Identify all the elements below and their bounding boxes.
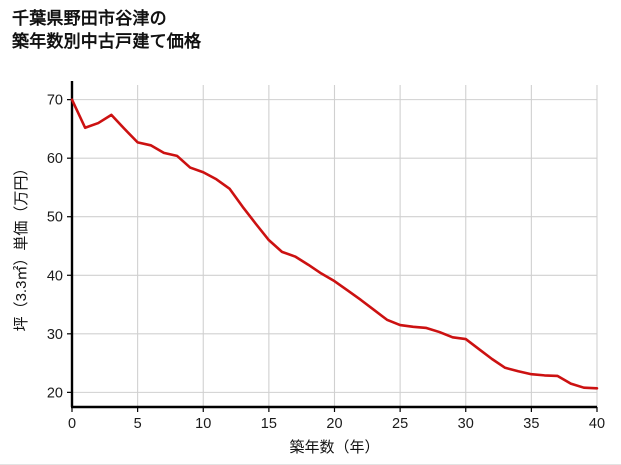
data-line-坪単価 — [70, 98, 599, 390]
y-tick-label: 30 — [47, 327, 63, 343]
x-tick-labels: 0 5 10 15 20 25 30 35 40 — [68, 416, 605, 432]
x-tick-label: 0 — [68, 416, 76, 432]
y-axis-title: 坪（3.3㎡）単価（万円） — [13, 161, 30, 332]
x-gridlines — [71, 85, 598, 407]
x-tick-label: 5 — [134, 416, 142, 432]
y-tick-label: 60 — [47, 151, 63, 167]
x-axis-title: 築年数（年） — [289, 438, 379, 456]
x-tick-label: 15 — [261, 416, 277, 432]
y-tick-label: 50 — [47, 210, 63, 226]
x-tick-label: 40 — [589, 416, 605, 432]
x-tick-label: 25 — [392, 416, 408, 432]
y-tick-label: 40 — [47, 268, 63, 284]
chart-title: 千葉県野田市谷津の 築年数別中古戸建て価格 — [12, 9, 202, 51]
x-tick-label: 10 — [195, 416, 211, 432]
x-tick-label: 30 — [458, 416, 474, 432]
y-tick-labels: 20 30 40 50 60 70 — [47, 93, 63, 402]
x-tick-label: 35 — [523, 416, 539, 432]
y-tick-label: 70 — [47, 93, 63, 109]
y-tick-label: 20 — [47, 385, 63, 401]
x-tick-label: 20 — [326, 416, 342, 432]
data-series-group — [70, 98, 599, 390]
axis-spines — [70, 81, 597, 409]
